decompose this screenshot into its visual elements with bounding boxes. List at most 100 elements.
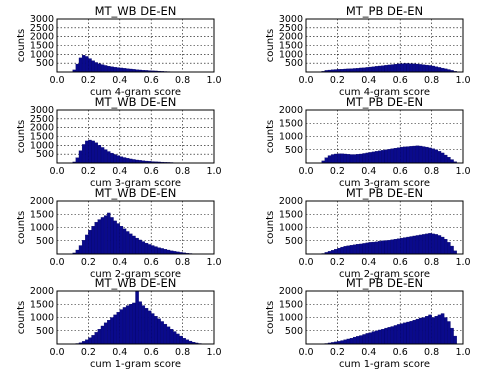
histogram-bar xyxy=(97,63,102,73)
histogram-bar xyxy=(334,153,338,164)
x-tick-label: 0.0 xyxy=(49,257,64,268)
y-tick-label: 1500 xyxy=(279,299,303,310)
y-tick-label: 2500 xyxy=(30,23,54,34)
x-tick-label: 0.6 xyxy=(393,257,408,268)
histogram-bar xyxy=(400,146,404,164)
histogram-bar xyxy=(359,153,363,164)
histogram-bar xyxy=(85,140,89,164)
histogram-bar xyxy=(409,321,413,345)
y-tick-label: 500 xyxy=(36,149,54,160)
histogram-bar xyxy=(330,250,335,255)
x-tick-label: 0.6 xyxy=(144,347,159,358)
histogram-bar xyxy=(125,68,130,73)
plot-frame xyxy=(305,18,464,73)
chart-title: MT_PB DE-EN xyxy=(346,276,423,290)
histogram-bar xyxy=(428,233,432,255)
histogram-bar xyxy=(78,245,83,255)
x-tick-label: 0.0 xyxy=(49,75,64,86)
histogram-bar xyxy=(132,302,136,345)
histogram-bar xyxy=(415,235,420,255)
x-tick-label: 1.0 xyxy=(455,347,470,358)
histogram-bar xyxy=(409,236,413,255)
histogram-bar xyxy=(78,57,83,73)
x-tick-label: 1.0 xyxy=(206,257,221,268)
histogram-bar xyxy=(450,245,454,255)
histogram-bar xyxy=(88,139,92,164)
histogram-bar xyxy=(418,317,423,345)
histogram-bar xyxy=(422,146,426,164)
y-tick-label: 2500 xyxy=(30,114,54,125)
histogram-bar xyxy=(390,239,395,255)
histogram-bar xyxy=(444,154,448,164)
histogram-bar xyxy=(359,243,363,255)
x-tick-label: 0.8 xyxy=(424,166,439,177)
histogram-bar xyxy=(141,305,146,345)
histogram-bar xyxy=(100,147,105,164)
histogram-bar xyxy=(406,321,410,345)
histogram-bar xyxy=(440,236,445,255)
histogram-bar xyxy=(352,154,357,164)
y-tick-label: 1000 xyxy=(279,223,303,234)
x-tick-label: 1.0 xyxy=(455,166,470,177)
histogram-bar xyxy=(94,142,98,164)
chart-title: MT_WB DE-EN xyxy=(95,276,177,290)
histogram-bar xyxy=(163,249,168,255)
histogram-bar xyxy=(116,67,120,73)
x-tick-label: 0.6 xyxy=(393,347,408,358)
histogram-bar xyxy=(444,317,448,345)
histogram-bar xyxy=(378,329,382,345)
histogram-bar xyxy=(151,245,155,255)
x-tick-label: 0.6 xyxy=(144,257,159,268)
histogram-bar xyxy=(428,314,432,345)
histogram-bar xyxy=(157,247,161,255)
x-tick-label: 0.8 xyxy=(175,75,190,86)
histogram-bar xyxy=(368,242,373,255)
histogram-bar xyxy=(431,317,435,345)
histogram-bar xyxy=(346,154,351,164)
histogram-bar xyxy=(403,63,407,73)
histogram-bar xyxy=(396,147,401,164)
histogram-bar xyxy=(119,156,124,164)
histogram-bar xyxy=(387,327,391,345)
histogram-bar xyxy=(437,67,442,73)
histogram-bar xyxy=(166,326,171,345)
x-axis-label: cum 4-gram score xyxy=(90,87,181,98)
histogram-bar xyxy=(381,65,385,73)
histogram-bar xyxy=(343,339,347,345)
histogram-bar xyxy=(412,63,417,73)
x-tick-label: 0.4 xyxy=(112,257,127,268)
histogram-bar xyxy=(132,235,136,255)
histogram-bar xyxy=(157,318,161,345)
histogram-bar xyxy=(434,149,439,164)
x-tick-label: 0.8 xyxy=(424,75,439,86)
y-tick-label: 2000 xyxy=(279,196,303,207)
y-tick-label: 3000 xyxy=(30,105,54,116)
plot-frame xyxy=(305,200,464,255)
histogram-bar xyxy=(365,152,369,164)
y-axis-label: counts xyxy=(265,301,276,334)
histogram-bar xyxy=(160,248,164,255)
histogram-bar xyxy=(365,333,369,345)
histogram-bar xyxy=(437,314,442,345)
histogram-bar xyxy=(371,151,376,164)
histogram-bar xyxy=(340,153,344,164)
x-axis-label: cum 1-gram score xyxy=(90,359,181,370)
x-tick-label: 1.0 xyxy=(206,75,221,86)
histogram-bar xyxy=(116,223,120,255)
histogram-bar xyxy=(75,157,80,164)
histogram-bar xyxy=(356,244,360,255)
histogram-bar xyxy=(362,243,366,255)
histogram-bar xyxy=(122,307,127,345)
y-tick-label: 2000 xyxy=(279,32,303,43)
histogram-bar xyxy=(400,323,404,345)
histogram-bar xyxy=(387,64,391,73)
histogram-bar xyxy=(78,150,83,164)
histogram-bar xyxy=(400,237,404,255)
x-tick-label: 0.0 xyxy=(298,75,313,86)
x-tick-label: 0.0 xyxy=(49,166,64,177)
histogram-bar xyxy=(390,64,395,73)
x-tick-label: 0.2 xyxy=(81,257,96,268)
y-axis-label: counts xyxy=(16,211,27,244)
histogram-bar xyxy=(334,249,338,255)
